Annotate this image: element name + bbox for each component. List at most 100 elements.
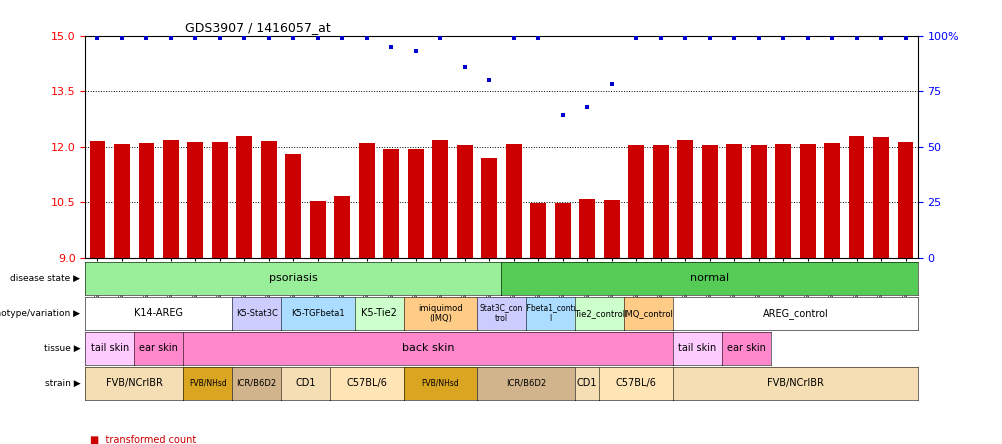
Text: FVB/NHsd: FVB/NHsd	[188, 379, 226, 388]
Point	[114, 34, 130, 41]
Text: imiquimod
(IMQ): imiquimod (IMQ)	[418, 304, 462, 323]
Bar	[530, 203, 546, 258]
Text: CD1: CD1	[295, 378, 316, 388]
Bar	[89, 141, 105, 258]
Point	[334, 34, 350, 41]
Point	[554, 112, 570, 119]
Point	[725, 34, 741, 41]
Text: K5-TGFbeta1: K5-TGFbeta1	[291, 309, 345, 318]
Point	[505, 34, 521, 41]
Bar	[799, 143, 815, 258]
Bar	[749, 145, 766, 258]
Text: GDS3907 / 1416057_at: GDS3907 / 1416057_at	[185, 21, 331, 34]
Bar	[554, 203, 570, 258]
Bar	[408, 149, 423, 258]
Point	[89, 34, 105, 41]
Bar	[359, 143, 375, 258]
Point	[383, 43, 399, 50]
Point	[848, 34, 864, 41]
Bar	[211, 142, 227, 258]
Point	[530, 34, 546, 41]
Bar	[187, 142, 203, 258]
Point	[408, 48, 424, 55]
Point	[652, 34, 668, 41]
Bar	[432, 140, 448, 258]
Bar	[603, 200, 619, 258]
Text: C57BL/6: C57BL/6	[615, 378, 656, 388]
Point	[432, 34, 448, 41]
Bar	[236, 136, 253, 258]
Point	[310, 34, 326, 41]
Text: tissue ▶: tissue ▶	[43, 344, 80, 353]
Text: psoriasis: psoriasis	[269, 273, 318, 283]
Text: genotype/variation ▶: genotype/variation ▶	[0, 309, 80, 318]
Point	[676, 34, 692, 41]
Text: IMQ_control: IMQ_control	[623, 309, 672, 318]
Bar	[456, 145, 472, 258]
Bar	[579, 199, 594, 258]
Text: ICR/B6D2: ICR/B6D2	[505, 379, 545, 388]
Bar	[310, 201, 326, 258]
Point	[578, 103, 594, 110]
Text: tail skin: tail skin	[90, 343, 128, 353]
Text: FVB/NHsd: FVB/NHsd	[421, 379, 459, 388]
Point	[162, 34, 178, 41]
Bar	[676, 140, 692, 258]
Text: CD1: CD1	[576, 378, 597, 388]
Point	[872, 34, 888, 41]
Point	[359, 34, 375, 41]
Text: tail skin: tail skin	[677, 343, 715, 353]
Bar	[848, 136, 864, 258]
Text: FVB/NCrIBR: FVB/NCrIBR	[105, 378, 162, 388]
Point	[236, 34, 253, 41]
Point	[187, 34, 203, 41]
Point	[285, 34, 301, 41]
Point	[700, 34, 716, 41]
Bar	[725, 143, 741, 258]
Point	[749, 34, 766, 41]
Bar	[775, 143, 791, 258]
Text: back skin: back skin	[402, 343, 454, 353]
Bar	[261, 141, 277, 258]
Text: C57BL/6: C57BL/6	[346, 378, 387, 388]
Bar	[383, 149, 399, 258]
Text: disease state ▶: disease state ▶	[10, 274, 80, 283]
Point	[824, 34, 840, 41]
Text: FVB/NCrIBR: FVB/NCrIBR	[767, 378, 823, 388]
Text: K14-AREG: K14-AREG	[134, 308, 183, 318]
Point	[138, 34, 154, 41]
Bar	[481, 158, 497, 258]
Bar	[627, 145, 643, 258]
Bar	[872, 137, 888, 258]
Point	[211, 34, 227, 41]
Point	[603, 81, 619, 88]
Bar	[897, 142, 913, 258]
Text: Stat3C_con
trol: Stat3C_con trol	[479, 304, 523, 323]
Text: K5-Stat3C: K5-Stat3C	[235, 309, 278, 318]
Point	[775, 34, 791, 41]
Bar	[824, 143, 839, 258]
Point	[627, 34, 643, 41]
Bar	[652, 145, 668, 258]
Point	[481, 76, 497, 83]
Text: AREG_control: AREG_control	[762, 308, 828, 319]
Text: ICR/B6D2: ICR/B6D2	[236, 379, 277, 388]
Bar	[163, 140, 178, 258]
Text: Tie2_control: Tie2_control	[573, 309, 624, 318]
Bar	[701, 145, 716, 258]
Point	[456, 63, 472, 70]
Bar	[334, 197, 350, 258]
Text: strain ▶: strain ▶	[44, 379, 80, 388]
Bar	[286, 154, 301, 258]
Text: K5-Tie2: K5-Tie2	[361, 308, 397, 318]
Text: ear skin: ear skin	[726, 343, 765, 353]
Text: normal: normal	[689, 273, 728, 283]
Text: ■  transformed count: ■ transformed count	[90, 435, 196, 444]
Bar	[505, 143, 521, 258]
Point	[897, 34, 913, 41]
Bar	[138, 143, 154, 258]
Text: TGFbeta1_control
l: TGFbeta1_control l	[516, 304, 584, 323]
Text: ear skin: ear skin	[139, 343, 178, 353]
Point	[261, 34, 277, 41]
Bar	[114, 143, 130, 258]
